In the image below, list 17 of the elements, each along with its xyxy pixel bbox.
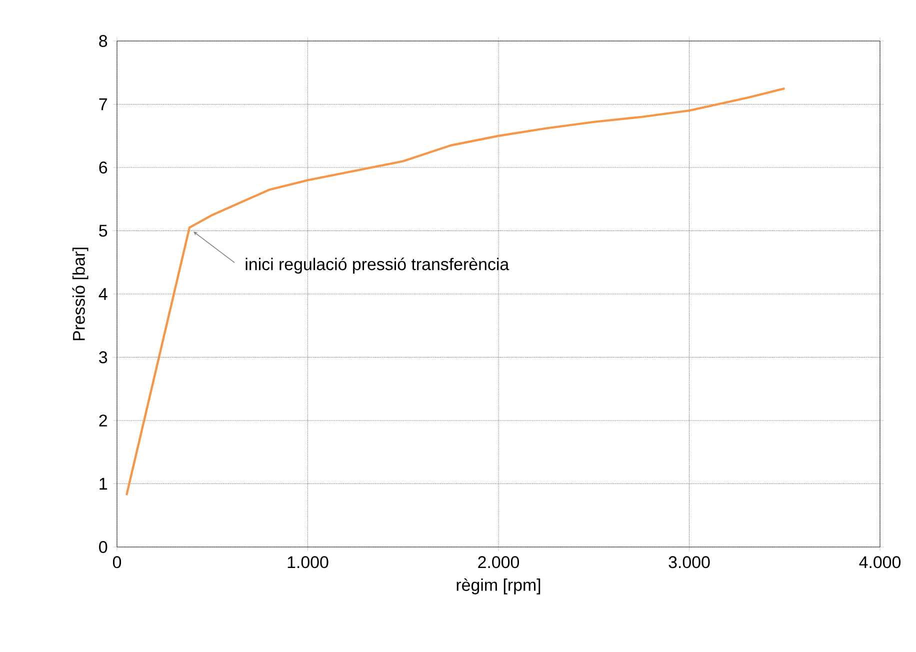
- y-tick-label: 3: [99, 351, 108, 364]
- x-tick-label: 3.000: [668, 556, 710, 568]
- y-tick-label: 4: [98, 288, 108, 300]
- y-tick-label: 2: [99, 414, 107, 426]
- annotation: inici regulació pressió transferència: [246, 258, 510, 274]
- x-tick-label: 1.000: [288, 556, 328, 568]
- x-tick-label: 4.000: [859, 556, 901, 568]
- y-tick-label: 6: [99, 162, 108, 174]
- x-axis-title: règim [rpm]: [456, 578, 540, 594]
- y-tick-label: 8: [99, 35, 108, 48]
- y-tick-label: 5: [99, 224, 108, 237]
- y-tick-label: 7: [99, 98, 107, 110]
- y-axis-title: Pressió [bar]: [72, 248, 88, 340]
- y-tick-label: 0: [99, 541, 108, 553]
- x-tick-label: 2.000: [478, 556, 520, 568]
- x-tick-label: 0: [112, 556, 122, 568]
- y-tick-label: 1: [100, 478, 107, 490]
